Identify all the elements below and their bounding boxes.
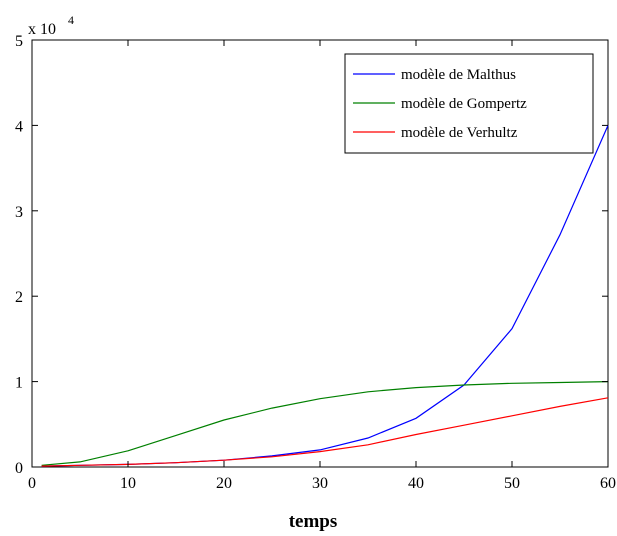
x-tick-label: 10: [120, 475, 136, 492]
legend: modèle de Malthus modèle de Gompertz modèl…: [344, 53, 594, 154]
y-tick-label: 4: [15, 118, 23, 135]
ticks-layer: 0 10 20 30 40 50 60 0 1 2 3 4 5: [15, 33, 616, 492]
legend-entry-label: modèle de Gompertz: [401, 96, 527, 112]
x-tick-label: 30: [312, 475, 328, 492]
y-tick-label: 2: [15, 289, 23, 306]
y-multiplier-base: x 10: [28, 21, 56, 38]
legend-entry-label: modèle de Malthus: [401, 67, 516, 83]
x-tick-label: 50: [504, 475, 520, 492]
x-tick-label: 60: [600, 475, 616, 492]
y-tick-label: 3: [15, 204, 23, 221]
legend-entry-label: modèle de Verhultz: [401, 125, 518, 141]
series-line-1: [41, 381, 609, 466]
y-multiplier: x 10 4: [28, 13, 74, 38]
y-tick-label: 5: [15, 33, 23, 50]
x-tick-label: 0: [28, 475, 36, 492]
y-tick-label: 1: [15, 375, 23, 392]
y-multiplier-exponent: 4: [68, 13, 74, 27]
x-tick-label: 20: [216, 475, 232, 492]
x-tick-label: 40: [408, 475, 424, 492]
x-axis-label: temps: [289, 511, 338, 532]
y-tick-label: 0: [15, 460, 23, 477]
